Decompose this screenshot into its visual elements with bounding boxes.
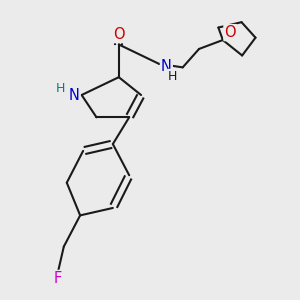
Text: O: O (113, 27, 124, 42)
Text: H: H (168, 70, 178, 83)
Text: N: N (69, 88, 80, 103)
Text: F: F (54, 271, 62, 286)
Text: O: O (224, 25, 236, 40)
Text: H: H (56, 82, 65, 95)
Text: N: N (161, 59, 172, 74)
